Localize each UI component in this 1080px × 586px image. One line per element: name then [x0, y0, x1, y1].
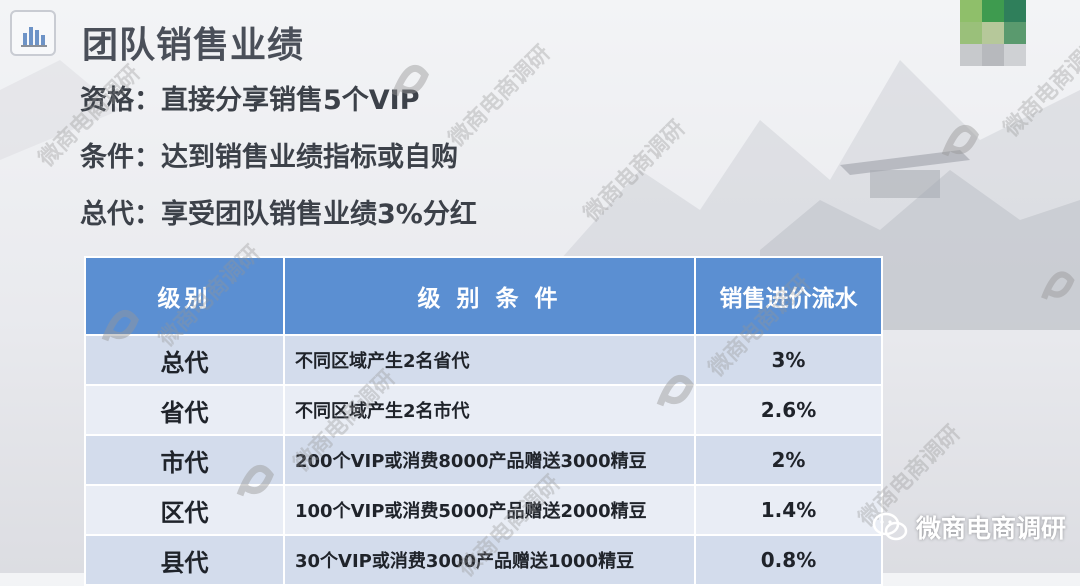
watermark-text: 微商电商调研: [579, 115, 691, 227]
brand-label: 微商电商调研: [915, 514, 1066, 543]
header-condition: 级 别 条 件: [283, 256, 696, 336]
wechat-icon: [872, 512, 908, 541]
qualification-line: 资格：直接分享销售5个VIP: [80, 85, 420, 116]
rate-cell: 2.6%: [694, 384, 883, 436]
header-rate: 销售进价流水: [694, 256, 883, 336]
blurred-avatar-mosaic: [960, 0, 1060, 90]
watermark-logo-icon: [941, 124, 979, 157]
rate-cell: 2%: [694, 434, 883, 486]
wechat-account-brand: 微商电商调研: [872, 509, 1066, 545]
rate-cell: 3%: [694, 334, 883, 386]
general-agent-line: 总代：享受团队销售业绩3%分红: [80, 199, 477, 230]
table-row: 县代 30个VIP或消费3000产品赠送1000精豆 0.8%: [84, 534, 883, 586]
condition-cell: 不同区域产生2名市代: [283, 384, 696, 436]
level-cell: 省代: [84, 384, 285, 436]
rate-cell: 0.8%: [694, 534, 883, 586]
header-level: 级别: [84, 256, 285, 336]
condition-line: 条件：达到销售业绩指标或自购: [80, 142, 458, 173]
level-cell: 市代: [84, 434, 285, 486]
table-row: 区代 100个VIP或消费5000产品赠送2000精豆 1.4%: [84, 484, 883, 536]
condition-cell: 不同区域产生2名省代: [283, 334, 696, 386]
watermark-logo-icon: [1041, 271, 1075, 300]
table-header-row: 级别 级 别 条 件 销售进价流水: [84, 256, 883, 336]
condition-cell: 200个VIP或消费8000产品赠送3000精豆: [283, 434, 696, 486]
slide-title: 团队销售业绩: [82, 25, 305, 66]
table-row: 市代 200个VIP或消费8000产品赠送3000精豆 2%: [84, 434, 883, 486]
bar-chart-icon: [10, 10, 56, 56]
level-cell: 区代: [84, 484, 285, 536]
level-cell: 县代: [84, 534, 285, 586]
condition-cell: 100个VIP或消费5000产品赠送2000精豆: [283, 484, 696, 536]
level-cell: 总代: [84, 334, 285, 386]
rate-cell: 1.4%: [694, 484, 883, 536]
condition-cell: 30个VIP或消费3000产品赠送1000精豆: [283, 534, 696, 586]
table-row: 总代 不同区域产生2名省代 3%: [84, 334, 883, 386]
table-row: 省代 不同区域产生2名市代 2.6%: [84, 384, 883, 436]
sales-level-table: 级别 级 别 条 件 销售进价流水 总代 不同区域产生2名省代 3% 省代 不同…: [84, 256, 883, 586]
